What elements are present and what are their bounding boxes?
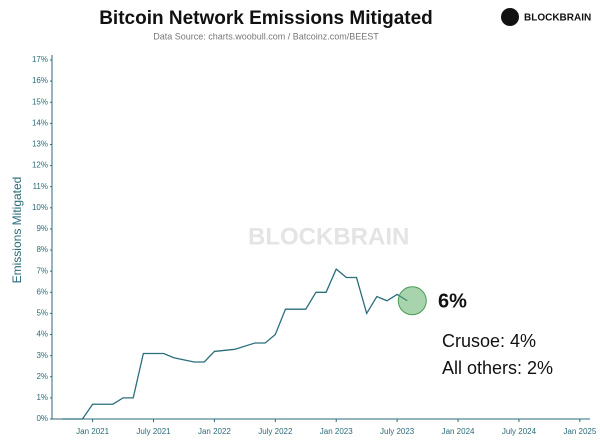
y-tick-label: 10% — [32, 203, 48, 212]
brand: BLOCKBRAIN — [524, 13, 591, 24]
y-tick-label: 12% — [32, 161, 48, 170]
y-tick-label: 3% — [36, 351, 48, 360]
x-tick-label: Jan 2022 — [198, 427, 231, 436]
x-tick-label: Jan 2023 — [320, 427, 353, 436]
y-axis-label: Emissions Mitigated — [10, 177, 24, 284]
y-tick-label: 8% — [36, 245, 48, 254]
y-tick-label: 7% — [36, 266, 48, 275]
y-tick-label: 6% — [36, 287, 48, 296]
highlight — [397, 286, 427, 316]
x-tick-label: Jan 2024 — [442, 427, 475, 436]
y-tick-label: 2% — [36, 372, 48, 381]
annotation: All others: 2% — [442, 358, 553, 378]
y-tick-label: 16% — [32, 76, 48, 85]
chart-subtitle: Data Source: charts.woobull.com / Batcoi… — [153, 31, 379, 41]
y-tick-label: 0% — [36, 414, 48, 423]
annotation: Crusoe: 4% — [442, 331, 536, 351]
y-tick-label: 14% — [32, 118, 48, 127]
chart-title: Bitcoin Network Emissions Mitigated — [99, 8, 433, 29]
y-tick-label: 11% — [33, 182, 48, 191]
watermark: BLOCKBRAIN — [248, 223, 409, 250]
y-tick-label: 9% — [36, 224, 48, 233]
x-tick-label: July 2021 — [136, 427, 171, 436]
x-tick-label: Jan 2021 — [76, 427, 109, 436]
x-tick-label: Jan 2025 — [563, 427, 596, 436]
y-tick-label: 13% — [32, 140, 48, 149]
line — [62, 268, 408, 420]
brand-logo — [501, 8, 519, 26]
y-tick-label: 17% — [32, 55, 48, 64]
y-tick-label: 15% — [32, 97, 48, 106]
y-tick-label: 1% — [36, 393, 48, 402]
x-tick-label: July 2023 — [380, 427, 415, 436]
annotation: 6% — [438, 290, 467, 312]
y-tick-label: 5% — [36, 309, 48, 318]
x-tick-label: July 2022 — [258, 427, 293, 436]
x-tick-label: July 2024 — [502, 427, 537, 436]
y-tick-label: 4% — [36, 330, 48, 339]
